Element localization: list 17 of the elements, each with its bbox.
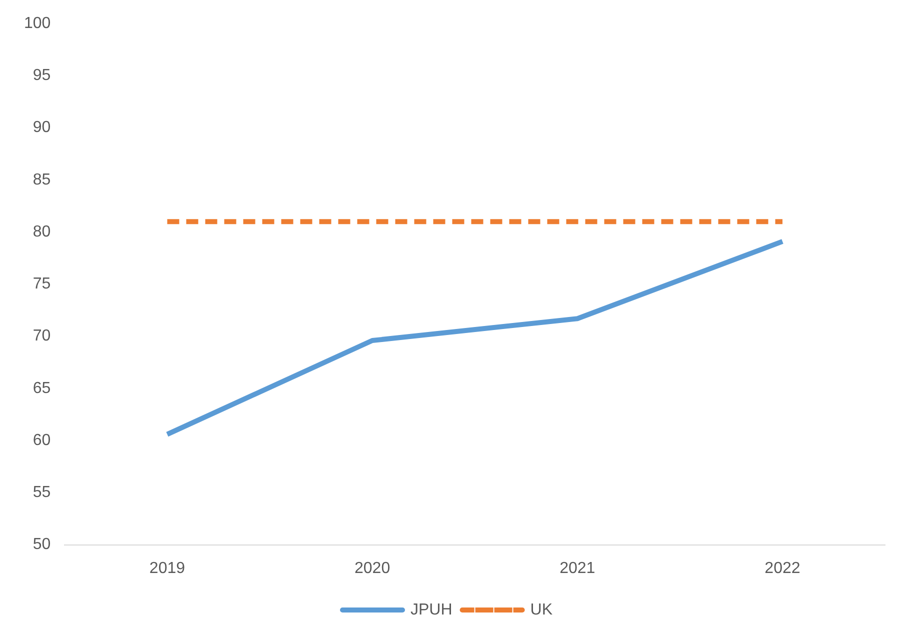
y-tick-label: 80 [32, 223, 51, 240]
x-tick-label: 2019 [149, 560, 186, 577]
y-tick-label: 55 [32, 484, 51, 502]
y-tick-label: 100 [24, 15, 51, 32]
y-tick-label: 50 [32, 536, 51, 554]
x-tick-label: 2021 [560, 560, 596, 577]
y-tick-label: 85 [32, 171, 51, 188]
legend-label: UK [530, 601, 553, 618]
y-tick-label: 65 [32, 380, 51, 397]
legend-label: JPUH [410, 601, 452, 618]
y-tick-label: 70 [32, 328, 51, 345]
y-tick-label: 75 [32, 276, 51, 293]
x-tick-label: 2022 [764, 560, 800, 577]
y-tick-label: 90 [32, 119, 51, 136]
y-tick-label: 60 [32, 432, 51, 449]
y-tick-label: 95 [32, 67, 51, 84]
x-tick-label: 2020 [354, 560, 390, 577]
